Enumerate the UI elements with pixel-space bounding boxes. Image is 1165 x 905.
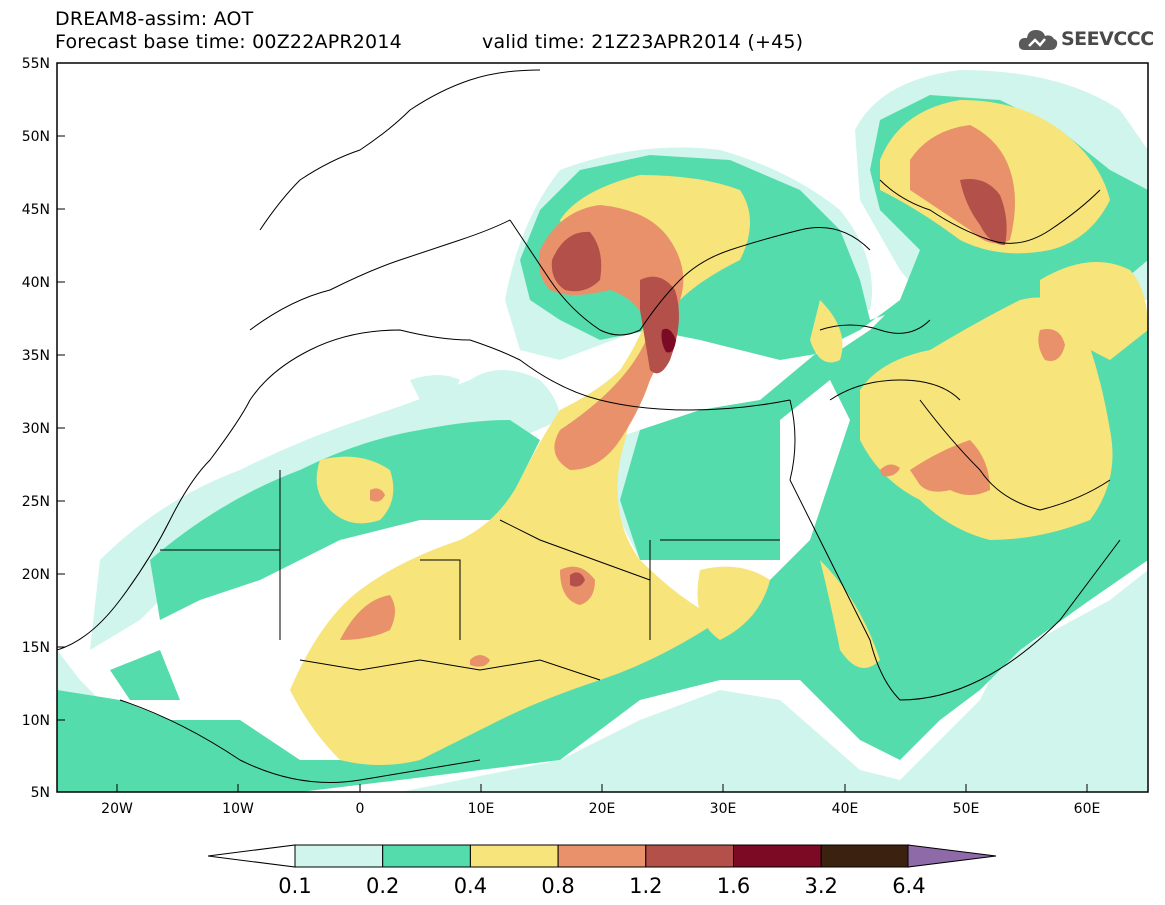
lon-label: 20W	[101, 801, 133, 817]
colorbar-cell	[645, 844, 734, 868]
lon-label: 20E	[589, 801, 616, 817]
seevccc-logo: SEEVCCC	[1017, 24, 1157, 58]
lon-label: 60E	[1074, 801, 1101, 817]
colorbar-label: 1.2	[629, 874, 662, 898]
colorbar-cell	[469, 844, 559, 868]
lat-label: 15N	[22, 640, 50, 656]
lat-label: 40N	[22, 275, 50, 291]
colorbar-cell	[382, 844, 471, 868]
lat-label: 5N	[31, 785, 50, 801]
lat-label: 20N	[22, 567, 50, 583]
valid-time: valid time: 21Z23APR2014 (+45)	[482, 31, 804, 53]
colorbar-label: 0.1	[278, 874, 311, 898]
colorbar-cell	[820, 844, 910, 868]
colorbar-label: 0.2	[366, 874, 399, 898]
colorbar-label: 6.4	[892, 874, 925, 898]
tick-marks	[57, 62, 1088, 792]
latitude-labels: 55N 50N 45N 40N 35N 30N 25N 20N 15N 10N …	[22, 56, 50, 801]
lat-label: 50N	[22, 129, 50, 145]
colorbar-cell	[733, 844, 822, 868]
colorbar-high-arrow	[907, 844, 997, 868]
colorbar: 0.1 0.2 0.4 0.8 1.2 1.6 3.2 6.4	[207, 844, 997, 898]
logo-text: SEEVCCC	[1061, 28, 1154, 50]
lat-label: 55N	[22, 56, 50, 72]
lat-label: 30N	[22, 421, 50, 437]
aot-level-1-2	[551, 179, 1007, 587]
colorbar-cell	[557, 844, 647, 868]
map-title: DREAM8-assim: AOT	[55, 8, 254, 30]
forecast-base-time: Forecast base time: 00Z22APR2014	[55, 31, 402, 53]
lon-label: 30E	[710, 801, 737, 817]
colorbar-label: 3.2	[804, 874, 837, 898]
coastlines	[57, 69, 1121, 783]
lon-label: 10E	[468, 801, 495, 817]
lat-label: 10N	[22, 713, 50, 729]
colorbar-cell	[294, 844, 384, 868]
colorbar-label: 0.8	[541, 874, 574, 898]
lon-label: 10W	[222, 801, 254, 817]
colorbar-label: 0.4	[454, 874, 487, 898]
colorbar-label: 1.6	[717, 874, 750, 898]
longitude-labels: 20W 10W 0 10E 20E 30E 40E 50E 60E	[101, 801, 1100, 817]
cloud-icon	[1018, 30, 1058, 50]
lat-label: 45N	[22, 202, 50, 218]
colorbar-low-arrow	[207, 844, 296, 868]
lon-label: 50E	[953, 801, 980, 817]
lon-label: 40E	[832, 801, 859, 817]
aot-level-1-6	[661, 328, 676, 353]
lon-label: 0	[356, 801, 365, 817]
lat-label: 25N	[22, 494, 50, 510]
aot-field	[57, 70, 1148, 792]
lat-label: 35N	[22, 348, 50, 364]
